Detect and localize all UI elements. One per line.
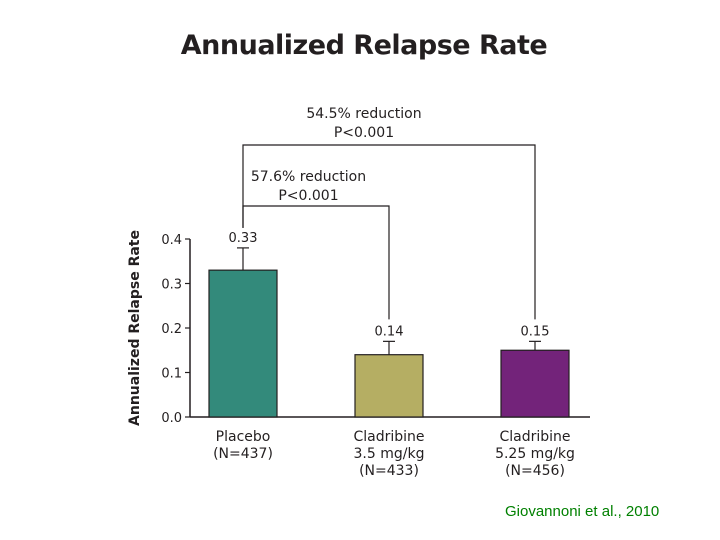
comparison-label: P<0.001 xyxy=(278,188,338,204)
data-label: 0.14 xyxy=(375,324,404,339)
comparison-label: 54.5% reduction xyxy=(306,106,421,122)
data-label: 0.15 xyxy=(521,324,550,339)
comparison-bracket xyxy=(242,144,536,320)
citation-text: Giovannoni et al., 2010 xyxy=(505,503,660,520)
comparison-label: P<0.001 xyxy=(334,125,394,141)
bar xyxy=(500,349,570,418)
data-label: 0.33 xyxy=(229,231,258,246)
category-label: Cladribine xyxy=(353,429,424,445)
category-label: (N=437) xyxy=(213,446,273,462)
y-tick-label: 0.2 xyxy=(161,322,182,337)
chart-title: Annualized Relapse Rate xyxy=(180,30,548,61)
category-label: (N=456) xyxy=(505,463,565,479)
y-tick-label: 0.4 xyxy=(161,233,182,248)
category-label: 5.25 mg/kg xyxy=(495,446,575,462)
bar xyxy=(354,354,424,418)
category-label: (N=433) xyxy=(359,463,419,479)
category-label: Cladribine xyxy=(499,429,570,445)
y-tick-label: 0.3 xyxy=(161,278,182,293)
comparison-label: 57.6% reduction xyxy=(251,169,366,185)
category-label: Placebo xyxy=(216,429,271,445)
bar xyxy=(208,269,278,418)
y-tick-label: 0.0 xyxy=(161,411,182,426)
category-label: 3.5 mg/kg xyxy=(354,446,425,462)
y-axis-title: Annualized Relapse Rate xyxy=(127,230,143,426)
y-tick-label: 0.1 xyxy=(161,367,182,382)
